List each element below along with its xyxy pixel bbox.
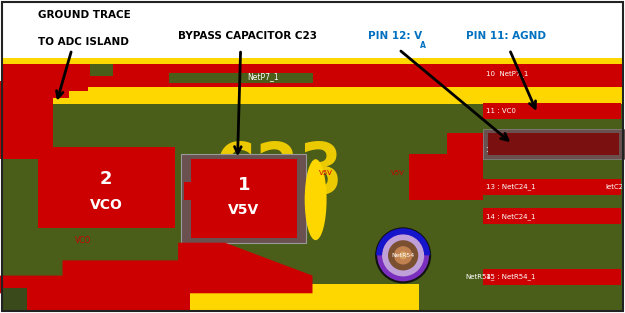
Text: PIN 12: V: PIN 12: V [368, 31, 422, 41]
Bar [181, 154, 306, 243]
Bar [409, 133, 482, 154]
Text: 15 : NetR54_1: 15 : NetR54_1 [486, 274, 536, 280]
Text: PIN 11: AGND: PIN 11: AGND [466, 31, 546, 41]
Bar [2, 275, 189, 311]
Bar [447, 133, 482, 154]
Circle shape [376, 228, 430, 282]
Text: V5V: V5V [228, 203, 259, 217]
Bar [2, 64, 623, 87]
Bar [482, 208, 621, 224]
Wedge shape [376, 228, 430, 255]
Circle shape [394, 246, 412, 264]
Polygon shape [0, 81, 88, 159]
Bar [38, 146, 175, 228]
Bar [169, 285, 419, 311]
Text: C23: C23 [213, 140, 343, 209]
Text: V5V: V5V [319, 170, 332, 176]
Text: NetR54: NetR54 [391, 253, 415, 258]
Text: 14 : NetC24_1: 14 : NetC24_1 [486, 213, 536, 219]
Bar [169, 73, 312, 83]
Bar [2, 64, 89, 81]
Text: VCO: VCO [34, 119, 41, 134]
Text: V5V: V5V [62, 280, 78, 289]
Text: 13 : NetC24_1: 13 : NetC24_1 [486, 184, 536, 190]
Bar [184, 182, 297, 200]
Bar [482, 269, 621, 285]
Bar [482, 103, 621, 119]
Text: BYPASS CAPACITOR C23: BYPASS CAPACITOR C23 [178, 31, 317, 41]
Text: NetR54_: NetR54_ [466, 274, 495, 280]
Bar [2, 58, 623, 104]
Text: IetC2: IetC2 [605, 184, 623, 190]
Text: 1: 1 [238, 176, 250, 193]
Text: VCO: VCO [75, 236, 91, 245]
Text: V5: V5 [232, 255, 243, 266]
Bar [482, 179, 621, 195]
Bar [409, 149, 482, 200]
Bar [2, 288, 27, 311]
Text: V5V: V5V [422, 162, 434, 177]
Text: 2: 2 [100, 171, 112, 188]
Bar [2, 58, 623, 311]
Ellipse shape [305, 159, 327, 240]
Text: VCO: VCO [90, 198, 123, 212]
Bar [482, 142, 621, 158]
Bar [191, 159, 297, 238]
Bar [488, 133, 619, 156]
Text: NetP7_1: NetP7_1 [247, 72, 279, 81]
Text: 12 : V5V: 12 : V5V [486, 147, 516, 153]
Bar [62, 64, 112, 76]
Text: TO ADC ISLAND: TO ADC ISLAND [38, 37, 128, 47]
Circle shape [388, 240, 418, 270]
Bar [482, 129, 625, 159]
Bar [2, 285, 189, 311]
Text: V5V: V5V [391, 170, 404, 176]
Circle shape [399, 251, 407, 259]
Polygon shape [0, 243, 312, 293]
Text: A: A [420, 41, 426, 50]
Text: 10  NetP7_1: 10 NetP7_1 [486, 70, 529, 77]
Bar [482, 65, 621, 81]
Text: GROUND TRACE: GROUND TRACE [38, 9, 130, 19]
Circle shape [382, 234, 424, 276]
Text: 11 : VC0: 11 : VC0 [486, 108, 516, 114]
